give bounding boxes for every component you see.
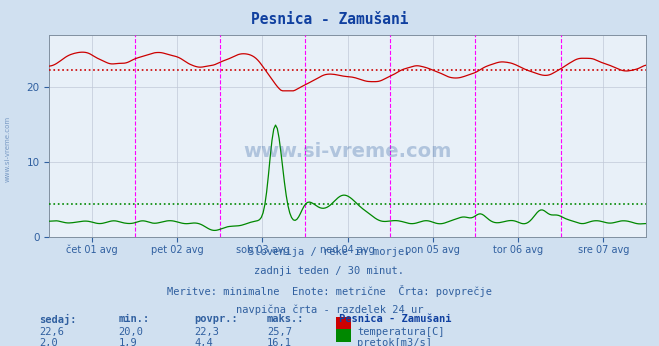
Text: navpična črta - razdelek 24 ur: navpična črta - razdelek 24 ur — [236, 304, 423, 315]
Text: 2,0: 2,0 — [40, 338, 58, 346]
Text: Pesnica - Zamušani: Pesnica - Zamušani — [251, 12, 408, 27]
Text: min.:: min.: — [119, 314, 150, 324]
Text: zadnji teden / 30 minut.: zadnji teden / 30 minut. — [254, 266, 405, 276]
Text: 1,9: 1,9 — [119, 338, 137, 346]
Text: sedaj:: sedaj: — [40, 314, 77, 325]
Text: www.si-vreme.com: www.si-vreme.com — [243, 143, 452, 162]
Text: Pesnica - Zamušani: Pesnica - Zamušani — [339, 314, 452, 324]
Text: 22,6: 22,6 — [40, 327, 65, 337]
Text: temperatura[C]: temperatura[C] — [357, 327, 445, 337]
Text: 22,3: 22,3 — [194, 327, 219, 337]
Text: 4,4: 4,4 — [194, 338, 213, 346]
Text: Meritve: minimalne  Enote: metrične  Črta: povprečje: Meritve: minimalne Enote: metrične Črta:… — [167, 285, 492, 298]
Text: www.si-vreme.com: www.si-vreme.com — [5, 116, 11, 182]
Text: 25,7: 25,7 — [267, 327, 292, 337]
Text: Slovenija / reke in morje.: Slovenija / reke in morje. — [248, 247, 411, 257]
Text: povpr.:: povpr.: — [194, 314, 238, 324]
Text: pretok[m3/s]: pretok[m3/s] — [357, 338, 432, 346]
Text: maks.:: maks.: — [267, 314, 304, 324]
Text: 20,0: 20,0 — [119, 327, 144, 337]
Text: 16,1: 16,1 — [267, 338, 292, 346]
